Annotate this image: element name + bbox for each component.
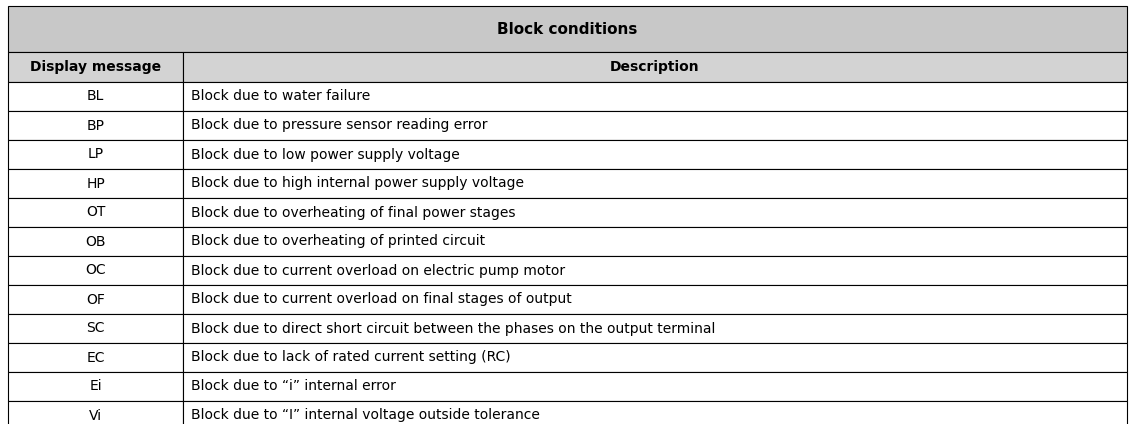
- Text: OC: OC: [85, 263, 106, 277]
- Bar: [183, 401, 1127, 424]
- Text: Vi: Vi: [89, 408, 102, 422]
- Text: EC: EC: [86, 351, 104, 365]
- Bar: [183, 372, 1127, 401]
- Bar: [8, 169, 183, 198]
- Text: Block due to current overload on electric pump motor: Block due to current overload on electri…: [191, 263, 565, 277]
- Text: Ei: Ei: [90, 379, 102, 393]
- Text: Block conditions: Block conditions: [497, 22, 638, 36]
- Text: Block due to lack of rated current setting (RC): Block due to lack of rated current setti…: [191, 351, 511, 365]
- Bar: [8, 140, 183, 169]
- Bar: [183, 198, 1127, 227]
- Bar: [8, 82, 183, 111]
- Bar: [183, 169, 1127, 198]
- Bar: [183, 82, 1127, 111]
- Bar: [183, 256, 1127, 285]
- Text: OT: OT: [86, 206, 106, 220]
- Bar: [8, 401, 183, 424]
- Text: Block due to water failure: Block due to water failure: [191, 89, 370, 103]
- Text: Block due to direct short circuit between the phases on the output terminal: Block due to direct short circuit betwee…: [191, 321, 715, 335]
- Bar: [8, 198, 183, 227]
- Text: SC: SC: [86, 321, 104, 335]
- Bar: [183, 111, 1127, 140]
- Text: OB: OB: [85, 234, 106, 248]
- Bar: [8, 372, 183, 401]
- Bar: [183, 227, 1127, 256]
- Bar: [8, 343, 183, 372]
- Text: BL: BL: [86, 89, 104, 103]
- Bar: [8, 111, 183, 140]
- Bar: [8, 285, 183, 314]
- Text: HP: HP: [86, 176, 104, 190]
- Text: Block due to “I” internal voltage outside tolerance: Block due to “I” internal voltage outsid…: [191, 408, 540, 422]
- Bar: [183, 343, 1127, 372]
- Bar: [183, 140, 1127, 169]
- Text: Block due to current overload on final stages of output: Block due to current overload on final s…: [191, 293, 572, 307]
- Bar: [8, 256, 183, 285]
- Text: Block due to pressure sensor reading error: Block due to pressure sensor reading err…: [191, 118, 488, 132]
- Text: OF: OF: [86, 293, 104, 307]
- Text: BP: BP: [86, 118, 104, 132]
- Bar: [8, 52, 183, 82]
- Text: Block due to high internal power supply voltage: Block due to high internal power supply …: [191, 176, 524, 190]
- Bar: [8, 314, 183, 343]
- Bar: [183, 52, 1127, 82]
- Text: Display message: Display message: [30, 60, 161, 74]
- Text: LP: LP: [87, 148, 103, 162]
- Bar: [183, 314, 1127, 343]
- Bar: [8, 6, 1127, 52]
- Text: Block due to low power supply voltage: Block due to low power supply voltage: [191, 148, 460, 162]
- Bar: [183, 285, 1127, 314]
- Text: Description: Description: [611, 60, 700, 74]
- Text: Block due to overheating of final power stages: Block due to overheating of final power …: [191, 206, 515, 220]
- Text: Block due to overheating of printed circuit: Block due to overheating of printed circ…: [191, 234, 485, 248]
- Text: Block due to “i” internal error: Block due to “i” internal error: [191, 379, 396, 393]
- Bar: [8, 227, 183, 256]
